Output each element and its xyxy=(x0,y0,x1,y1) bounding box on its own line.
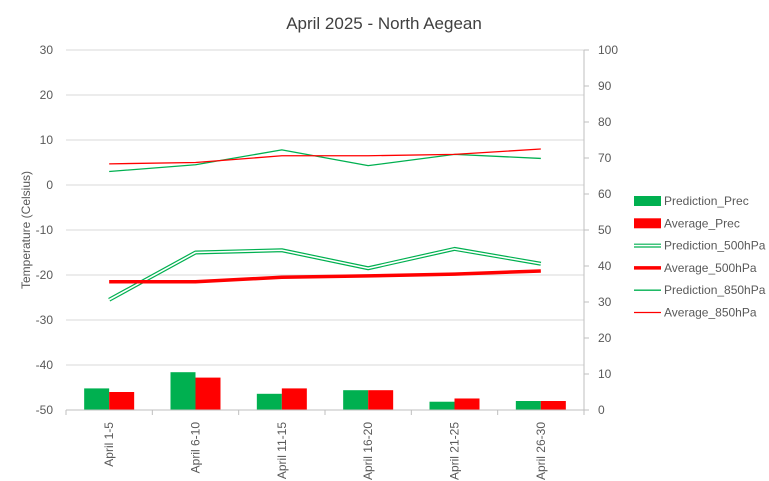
y-right-tick-label: 90 xyxy=(598,79,612,93)
bar-average-prec xyxy=(195,377,221,410)
bar-prediction-prec xyxy=(170,372,196,410)
y-left-tick-label: 10 xyxy=(40,133,54,147)
legend-swatch-average-prec xyxy=(634,218,661,229)
y-left-tick-label: 30 xyxy=(40,43,54,57)
y-right-tick-label: 100 xyxy=(598,43,618,57)
bar-average-prec xyxy=(540,401,566,410)
line-average-500hpa xyxy=(109,269,541,284)
bar-average-prec xyxy=(109,392,135,410)
legend-label-average-prec: Average_Prec xyxy=(664,216,740,230)
line-prediction-500hpa-inner xyxy=(108,248,541,301)
legend-label-prediction-500hpa: Prediction_500hPa xyxy=(664,239,766,253)
bar-prediction-prec xyxy=(256,393,282,410)
bar-prediction-prec xyxy=(429,401,455,410)
y-left-tick-label: -10 xyxy=(36,223,54,237)
lines-layer xyxy=(108,148,542,302)
y-right-tick-label: 20 xyxy=(598,331,612,345)
y-right-tick-label: 80 xyxy=(598,115,612,129)
x-category-label: April 6-10 xyxy=(189,422,203,474)
line-prediction-850hpa xyxy=(109,149,541,173)
axis-layer: 3020100-10-20-30-40-50100908070605040302… xyxy=(36,43,619,480)
x-category-label: April 11-15 xyxy=(275,422,289,479)
y-left-tick-label: -50 xyxy=(36,403,54,417)
y-left-tick-label: -40 xyxy=(36,358,54,372)
legend: Prediction_Prec Average_Prec Prediction_50… xyxy=(634,194,766,320)
bar-average-prec xyxy=(368,390,394,410)
y-left-tick-label: -20 xyxy=(36,268,54,282)
bar-average-prec xyxy=(454,398,480,410)
y-left-tick-label: 20 xyxy=(40,88,54,102)
y-axis-left-title: Temperature (Celsius) xyxy=(19,171,33,289)
chart-title: April 2025 - North Aegean xyxy=(286,14,482,33)
legend-label-average-850hpa: Average_850hPa xyxy=(664,306,757,320)
y-right-tick-label: 40 xyxy=(598,259,612,273)
y-left-tick-label: -30 xyxy=(36,313,54,327)
x-category-label: April 1-5 xyxy=(102,422,116,467)
bar-prediction-prec xyxy=(343,390,369,410)
y-right-tick-label: 10 xyxy=(598,367,612,381)
x-category-label: April 16-20 xyxy=(361,422,375,480)
y-right-tick-label: 0 xyxy=(598,403,605,417)
legend-swatch-prediction-prec xyxy=(634,196,661,206)
line-average-850hpa xyxy=(109,148,541,165)
x-category-label: April 21-25 xyxy=(448,422,462,480)
bar-prediction-prec xyxy=(515,401,541,410)
bars-layer xyxy=(84,372,566,410)
legend-label-average-500hpa: Average_500hPa xyxy=(664,261,757,275)
y-left-tick-label: 0 xyxy=(46,178,53,192)
y-right-tick-label: 30 xyxy=(598,295,612,309)
legend-label-prediction-850hpa: Prediction_850hPa xyxy=(664,283,766,297)
y-right-tick-label: 50 xyxy=(598,223,612,237)
y-right-tick-label: 60 xyxy=(598,187,612,201)
x-category-label: April 26-30 xyxy=(534,422,548,480)
legend-label-prediction-prec: Prediction_Prec xyxy=(664,194,749,208)
bar-average-prec xyxy=(281,388,307,410)
y-right-tick-label: 70 xyxy=(598,151,612,165)
bar-prediction-prec xyxy=(84,388,110,410)
